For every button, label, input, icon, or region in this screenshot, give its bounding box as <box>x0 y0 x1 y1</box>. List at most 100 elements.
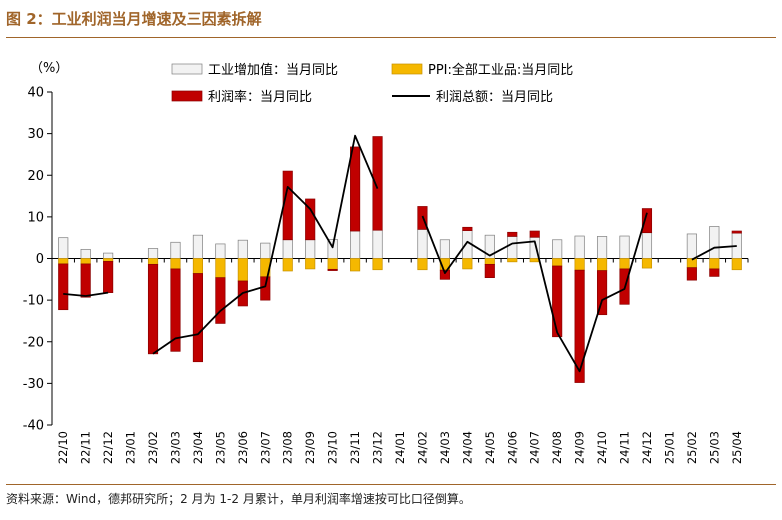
y-tick-label: -10 <box>23 294 44 309</box>
bar-ppi <box>147 258 159 265</box>
x-tick-label: 23/02 <box>146 431 160 464</box>
x-tick-label: 23/04 <box>191 431 205 464</box>
legend-label: 工业增加值：当月同比 <box>208 62 338 78</box>
bar-margin <box>170 268 181 352</box>
x-tick-label: 24/11 <box>618 431 632 464</box>
total-profit-line <box>691 245 737 261</box>
legend-label: PPI:全部工业品:当月同比 <box>428 62 573 78</box>
x-tick-label: 23/07 <box>258 431 272 464</box>
bar-margin <box>80 263 91 298</box>
x-tick-label: 22/11 <box>79 431 93 464</box>
x-tick-label: 23/06 <box>236 431 250 464</box>
y-tick-label: 10 <box>27 210 44 225</box>
bar-margin <box>596 270 608 316</box>
bar-ppi <box>709 258 720 270</box>
bar-value-added <box>215 243 226 259</box>
bar-value-added <box>58 237 69 259</box>
y-tick-label: 20 <box>27 169 44 184</box>
bar-value-added <box>192 234 204 259</box>
bar-ppi <box>507 258 518 263</box>
legend-swatch <box>391 63 423 75</box>
x-tick-label: 23/10 <box>326 431 340 464</box>
x-tick-label: 22/12 <box>101 431 115 464</box>
bar-ppi <box>170 258 181 270</box>
y-unit-label: （%） <box>30 61 68 76</box>
bar-margin <box>192 273 204 363</box>
x-tick-label: 22/10 <box>56 431 70 464</box>
legend-label: 利润总额：当月同比 <box>436 90 553 105</box>
bar-margin <box>305 198 316 241</box>
bar-margin <box>215 277 226 324</box>
legend-profit-margin: 利润率：当月同比 <box>171 89 312 105</box>
bar-value-added <box>372 229 383 259</box>
x-tick-label: 24/09 <box>573 431 587 464</box>
bar-ppi <box>462 258 473 270</box>
x-tick-label: 25/01 <box>662 431 676 464</box>
x-tick-label: 24/01 <box>393 431 407 464</box>
legend-swatch <box>171 90 203 102</box>
x-tick-label: 24/05 <box>483 431 497 464</box>
legend-swatch <box>171 63 203 75</box>
x-tick-label: 24/12 <box>640 431 654 464</box>
total-profit-line <box>152 134 379 355</box>
x-tick-label: 24/04 <box>460 431 474 464</box>
bar-value-added <box>417 229 428 259</box>
bar-ppi <box>103 258 114 262</box>
legend-total-profit: 利润总额：当月同比 <box>392 90 553 105</box>
bar-value-added <box>237 239 248 259</box>
x-tick-label: 23/03 <box>168 431 182 464</box>
bar-value-added <box>260 242 271 259</box>
bar-value-added <box>282 239 293 259</box>
bar-margin <box>58 263 69 311</box>
x-tick-label: 24/03 <box>438 431 452 464</box>
bar-margin <box>260 276 271 301</box>
bar-ppi <box>282 258 293 272</box>
line-layer <box>63 134 737 373</box>
bar-ppi <box>237 258 248 282</box>
x-tick-label: 24/06 <box>505 431 519 464</box>
axes-layer: （%） -40 -30 -20 -10 0 10 20 30 40 22/10 22/11 22/12 2… <box>23 61 749 464</box>
y-tick-label: 40 <box>27 86 44 101</box>
bar-value-added <box>686 233 697 259</box>
x-tick-label: 23/11 <box>348 431 362 464</box>
source-note: 资料来源：Wind，德邦研究所；2 月为 1-2 月累计，单月利润率增速按可比口… <box>6 492 471 506</box>
bar-ppi <box>596 258 608 271</box>
bar-ppi <box>327 258 338 270</box>
bar-value-added <box>619 235 630 259</box>
x-tick-label: 23/01 <box>124 431 138 464</box>
bar-value-added <box>709 226 720 259</box>
bar-value-added <box>596 236 608 259</box>
bar-ppi <box>192 258 204 274</box>
bar-ppi <box>552 258 563 267</box>
bar-margin <box>439 269 450 280</box>
bar-value-added <box>641 232 653 259</box>
bar-ppi <box>58 258 69 265</box>
bar-ppi <box>417 258 428 271</box>
bar-ppi <box>686 258 697 269</box>
bar-value-added <box>552 239 563 259</box>
bar-value-added <box>350 230 361 259</box>
bar-margin <box>686 267 697 281</box>
x-tick-label: 24/02 <box>415 431 429 464</box>
bar-ppi <box>619 258 630 270</box>
bar-value-added <box>103 252 114 259</box>
bar-margin <box>462 226 473 231</box>
bars-layer <box>58 136 742 383</box>
figure-title: 图 2：工业利润当月增速及三因素拆解 <box>6 10 262 28</box>
bar-value-added <box>574 235 585 259</box>
bar-margin <box>507 231 518 237</box>
source-rule <box>6 484 776 485</box>
y-tick-label: 30 <box>27 127 44 142</box>
bar-margin <box>641 208 653 234</box>
y-tick-label: 0 <box>36 252 44 267</box>
bar-ppi <box>731 258 742 271</box>
bar-margin <box>552 265 563 338</box>
bar-margin <box>103 261 114 293</box>
bar-margin <box>731 230 742 234</box>
bar-ppi <box>641 258 653 269</box>
bar-ppi <box>574 258 585 271</box>
total-profit-line <box>63 291 109 297</box>
bar-ppi <box>484 258 495 265</box>
